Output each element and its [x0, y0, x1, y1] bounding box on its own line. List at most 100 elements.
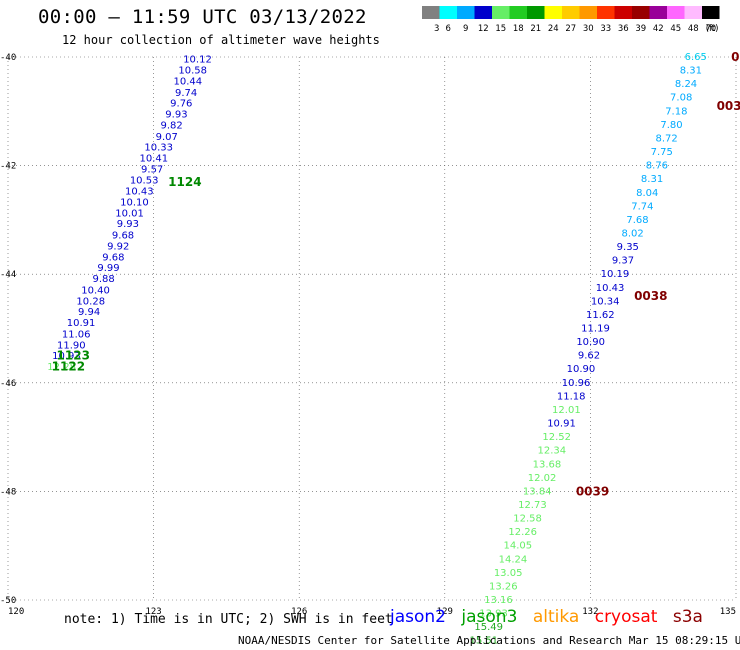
wave-height-point: 13.16 — [484, 595, 513, 606]
wave-height-point: 8.31 — [680, 66, 702, 77]
wave-height-point: 9.93 — [165, 110, 187, 121]
x-tick-label: 129 — [437, 607, 453, 617]
wave-height-point: 11.06 — [62, 329, 91, 340]
satellite-jason3: jason3 — [461, 607, 518, 627]
color-scale-swatch — [509, 6, 527, 19]
wave-height-point: 9.57 — [141, 164, 163, 175]
y-tick-label: -46 — [0, 379, 16, 389]
y-tick-label: -40 — [0, 53, 16, 63]
wave-height-point: 9.35 — [617, 242, 639, 253]
color-scale-swatch — [632, 6, 650, 19]
wave-height-point: 9.93 — [117, 219, 139, 230]
color-scale-swatch — [492, 6, 510, 19]
wave-height-point: 6.65 — [685, 52, 707, 63]
color-scale-label: 70 — [705, 24, 716, 34]
wave-height-point: 10.01 — [115, 208, 144, 219]
wave-height-point: 9.62 — [578, 351, 600, 362]
wave-height-point: 9.68 — [102, 252, 124, 263]
wave-height-point: 8.02 — [622, 228, 644, 239]
y-tick-label: -48 — [0, 487, 16, 497]
wave-height-point: 10.28 — [76, 296, 105, 307]
wave-height-point: 12.28 — [47, 362, 76, 373]
wave-height-point: 10.93 — [52, 351, 81, 362]
wave-height-point: 10.58 — [178, 66, 207, 77]
time-label: 0039 — [576, 484, 609, 498]
wave-height-point: 9.68 — [112, 231, 134, 242]
wave-height-point: 10.40 — [81, 285, 110, 296]
wave-height-point: 11.18 — [557, 391, 586, 402]
color-scale-label: 36 — [618, 24, 629, 34]
wave-height-point: 10.19 — [601, 269, 630, 280]
wave-height-point: 14.24 — [499, 554, 528, 565]
chart-subtitle: 12 hour collection of altimeter wave hei… — [62, 33, 380, 47]
color-scale-swatch — [667, 6, 685, 19]
wave-height-point: 14.05 — [504, 541, 533, 552]
wave-height-point: 9.94 — [78, 307, 100, 318]
wave-height-point: 8.76 — [646, 161, 668, 172]
color-scale-swatch — [702, 6, 720, 19]
wave-height-point: 13.84 — [523, 486, 552, 497]
color-scale-swatch — [684, 6, 702, 19]
wave-height-point: 12.52 — [542, 432, 571, 443]
wave-height-point: 12.26 — [508, 527, 537, 538]
wave-height-point: 11.62 — [586, 310, 615, 321]
wave-height-point: 10.12 — [183, 55, 212, 66]
wave-height-point: 15.51 — [470, 636, 499, 647]
color-scale-label: 21 — [530, 24, 541, 34]
x-tick-label: 126 — [291, 607, 307, 617]
time-label: 0038 — [634, 289, 667, 303]
wave-height-point: 10.53 — [130, 175, 159, 186]
color-scale-swatch — [439, 6, 457, 19]
wave-height-point: 9.88 — [93, 274, 115, 285]
color-scale-label: 15 — [495, 24, 506, 34]
y-tick-label: -50 — [0, 596, 16, 606]
wave-height-point: 8.31 — [641, 174, 663, 185]
time-label: 1123 — [57, 349, 90, 363]
color-scale-label: 6 — [446, 24, 451, 34]
x-tick-label: 132 — [582, 607, 598, 617]
color-scale-label: 30 — [583, 24, 594, 34]
wave-height-point: 10.43 — [125, 187, 154, 198]
wave-height-point: 7.08 — [670, 93, 692, 104]
y-tick-label: -42 — [0, 162, 16, 172]
color-scale-label: 27 — [565, 24, 576, 34]
y-tick-label: -44 — [0, 270, 16, 280]
wave-height-point: 9.37 — [612, 256, 634, 267]
wave-height-point: 12.01 — [552, 405, 581, 416]
color-scale-label: 48 — [688, 24, 699, 34]
wave-height-point: 9.74 — [175, 88, 197, 99]
wave-height-point: 7.74 — [631, 201, 653, 212]
color-scale-label: 24 — [548, 24, 559, 34]
color-scale-swatch — [527, 6, 545, 19]
wave-height-point: 13.05 — [494, 568, 523, 579]
time-label: 1124 — [168, 175, 201, 189]
wave-height-point: 10.41 — [140, 154, 169, 165]
footer-note: note: 1) Time is in UTC; 2) SWH is in fe… — [64, 612, 393, 627]
color-scale-label: 18 — [513, 24, 524, 34]
wave-height-point: 8.72 — [655, 133, 677, 144]
color-scale-label: 45 — [670, 24, 681, 34]
x-tick-label: 135 — [720, 607, 736, 617]
satellite-jason2: jason2 — [390, 607, 446, 627]
wave-height-point: 11.90 — [57, 340, 86, 351]
x-tick-label: 120 — [8, 607, 24, 617]
satellite-altika: altika — [532, 607, 580, 627]
wave-height-point: 12.73 — [518, 500, 547, 511]
wave-height-point: 7.75 — [651, 147, 673, 158]
chart-title: 00:00 – 11:59 UTC 03/13/2022 — [38, 6, 367, 28]
wave-height-point: 12.02 — [528, 473, 557, 484]
wave-height-point: 12.34 — [537, 446, 566, 457]
wave-height-point: 10.44 — [173, 76, 202, 87]
wave-height-point: 9.82 — [160, 120, 182, 131]
wave-height-point: 10.91 — [67, 318, 96, 329]
wave-height-point: 13.93 — [479, 609, 508, 620]
wave-height-point: 9.07 — [156, 132, 178, 143]
satellite-s3a: s3a — [672, 607, 703, 627]
wave-height-point: 10.90 — [576, 337, 605, 348]
color-scale-swatch — [457, 6, 475, 19]
wave-height-point: 12.58 — [513, 514, 542, 525]
satellite-legend: jason2 jason3 altika cryosat s3a — [390, 607, 713, 627]
wave-height-point: 8.24 — [675, 79, 697, 90]
